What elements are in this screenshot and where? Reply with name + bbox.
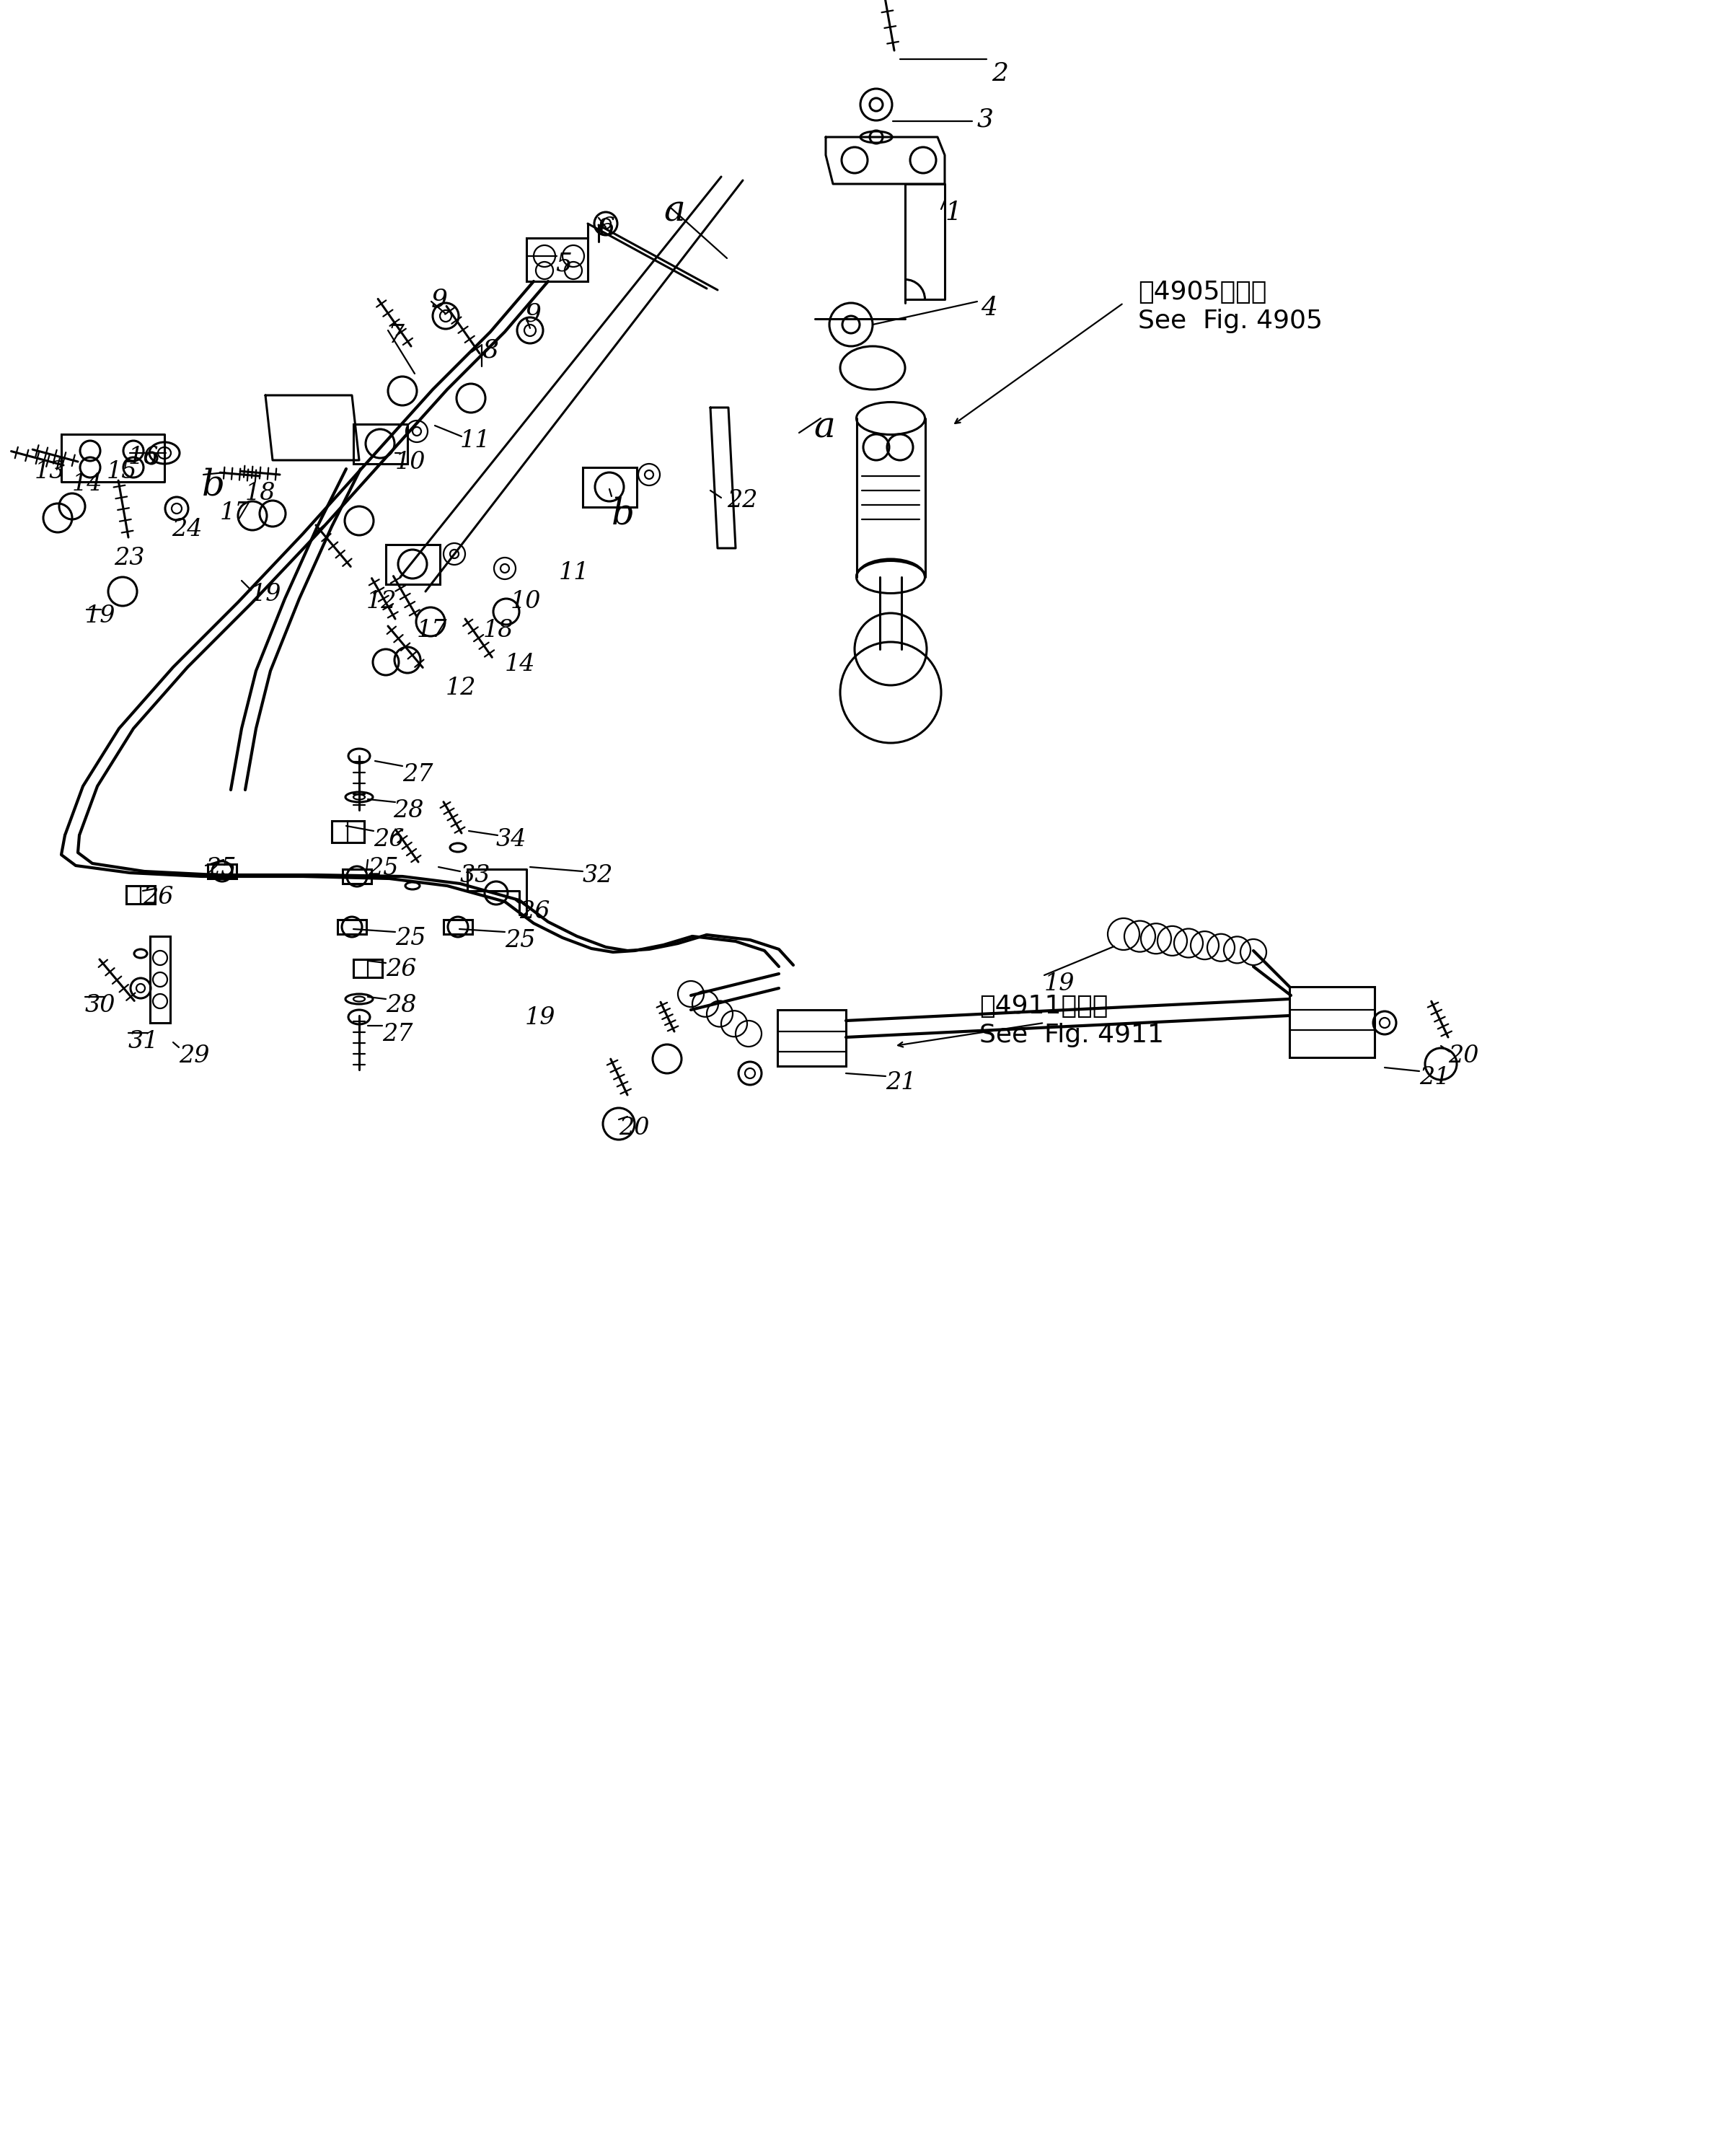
Bar [126,886,155,903]
Text: 30: 30 [84,994,115,1018]
Text: 2: 2 [992,60,1008,86]
Text: 22: 22 [728,489,757,513]
Text: 4: 4 [980,295,998,321]
Text: 33: 33 [461,865,490,888]
Text: 15: 15 [107,459,138,483]
Text: 11: 11 [559,561,590,584]
Bar [332,821,365,843]
Text: 19: 19 [84,604,115,627]
Bar [1290,987,1374,1056]
Text: 18: 18 [483,619,514,642]
Text: 23: 23 [114,548,144,569]
Bar [385,545,440,584]
Text: 9: 9 [525,302,542,326]
Bar [337,921,366,934]
Text: 6: 6 [599,216,616,239]
Text: 24: 24 [172,517,203,541]
Text: 31: 31 [129,1031,158,1052]
Text: 25: 25 [396,927,427,951]
Text: 1: 1 [944,201,961,224]
Text: 9: 9 [432,287,447,313]
Text: 19: 19 [251,582,282,606]
Text: 28: 28 [385,994,416,1018]
Text: a: a [814,410,834,446]
Text: 28: 28 [394,800,423,821]
Text: 17: 17 [416,619,447,642]
Text: 5: 5 [556,250,571,276]
Bar [526,237,588,280]
Text: 第4905図参照: 第4905図参照 [1139,280,1266,304]
Text: 7: 7 [389,323,404,347]
Text: 25: 25 [205,856,236,880]
Text: 27: 27 [402,763,433,787]
Text: 10: 10 [396,451,427,474]
Text: 32: 32 [583,865,614,888]
Text: b: b [612,496,635,533]
Bar [583,468,636,507]
Text: See  Fig. 4905: See Fig. 4905 [1139,308,1323,334]
Text: 25: 25 [368,856,399,880]
Text: 13: 13 [34,459,65,483]
Bar [777,1009,846,1065]
Text: 26: 26 [519,901,550,923]
Text: 8: 8 [482,338,499,362]
Text: 12: 12 [445,677,476,701]
Text: 14: 14 [72,472,103,496]
Bar [150,936,170,1022]
Bar [444,921,473,934]
Text: 21: 21 [1419,1065,1450,1089]
Text: 29: 29 [179,1044,210,1067]
Bar [353,425,408,464]
Text: 21: 21 [886,1072,917,1095]
Text: 20: 20 [619,1117,650,1141]
Text: 17: 17 [220,502,251,524]
Bar [342,869,372,884]
Text: 25: 25 [506,929,535,953]
Text: 34: 34 [495,828,526,852]
Bar [353,959,382,977]
Text: See  Fig. 4911: See Fig. 4911 [979,1022,1164,1048]
Text: 14: 14 [506,653,535,675]
Text: 26: 26 [373,828,404,852]
Text: 19: 19 [1044,972,1075,996]
Text: 12: 12 [366,591,397,612]
Text: 19: 19 [525,1007,556,1028]
Text: 26: 26 [385,957,416,981]
Text: 3: 3 [977,108,994,132]
Text: 16: 16 [129,446,158,468]
Text: a: a [664,194,685,229]
Text: 18: 18 [246,481,275,505]
Text: 11: 11 [461,429,490,453]
Text: 20: 20 [1448,1044,1479,1067]
Text: 第4911図参照: 第4911図参照 [979,994,1108,1018]
Text: 26: 26 [143,886,174,910]
Bar [208,865,237,877]
Text: 27: 27 [382,1022,413,1046]
Text: 10: 10 [511,591,542,612]
Text: b: b [201,468,225,502]
